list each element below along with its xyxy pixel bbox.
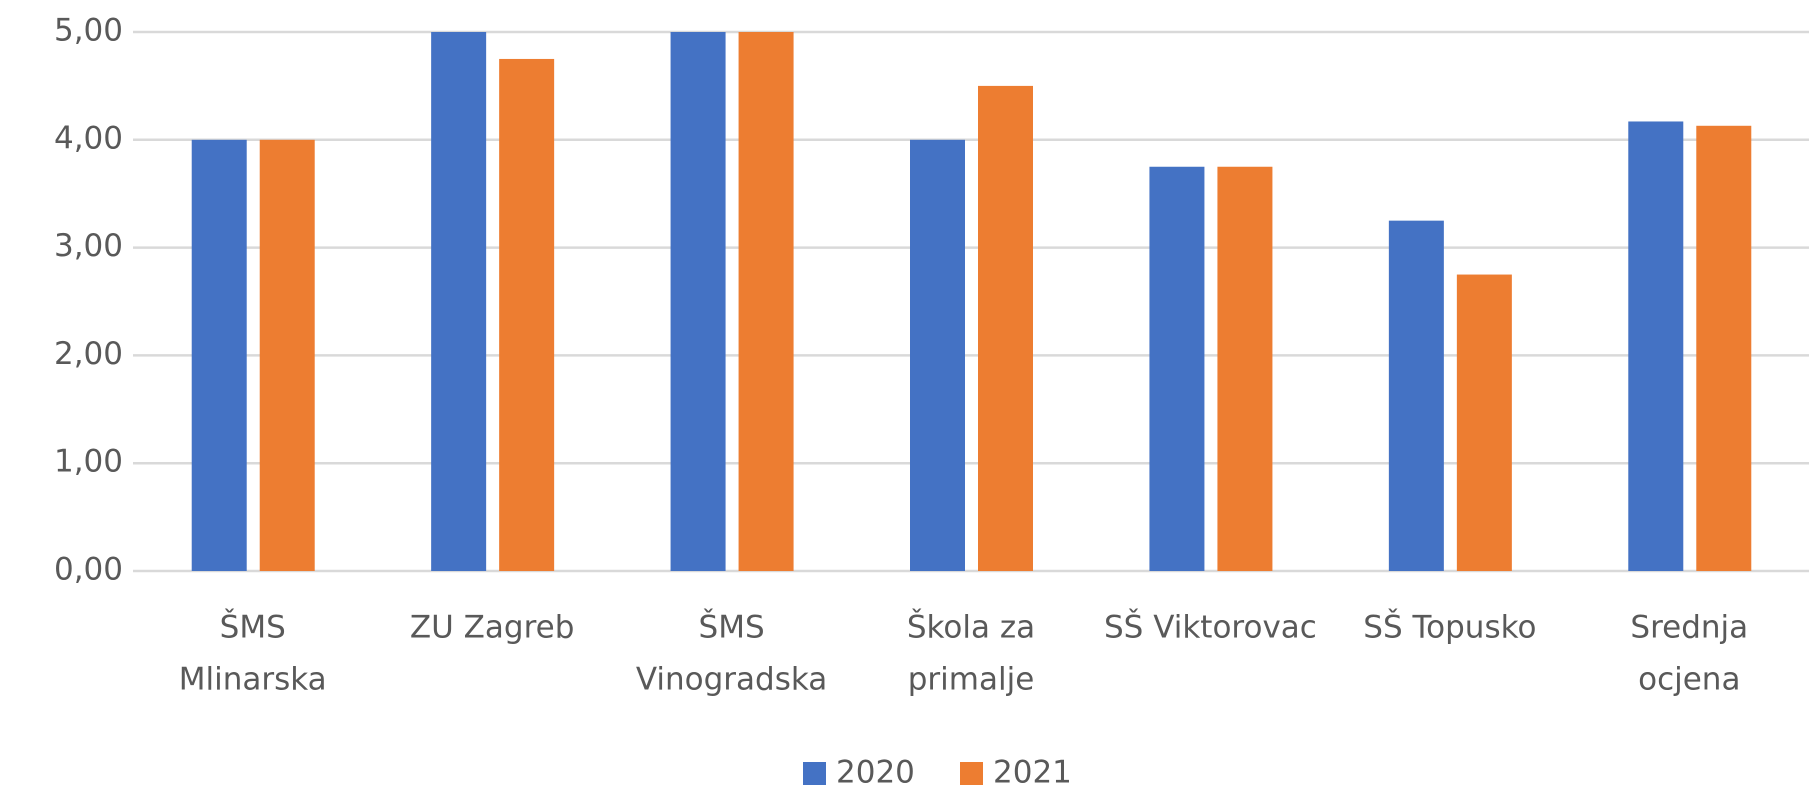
bar: [191, 139, 247, 572]
x-tick-label: ZU Zagreb: [410, 610, 575, 646]
x-tick-label: ocjena: [1638, 662, 1740, 698]
bar: [1217, 166, 1273, 571]
y-tick-label: 3,00: [54, 228, 123, 264]
bar: [259, 139, 315, 572]
bar: [670, 32, 726, 571]
bar: [1628, 121, 1684, 571]
x-tick-label: Škola za: [907, 609, 1035, 646]
bar: [738, 32, 794, 571]
legend-label: 2021: [993, 755, 1072, 790]
x-tick-label: SŠ Viktorovac: [1104, 609, 1317, 646]
x-tick-label: primalje: [908, 662, 1035, 698]
bar: [978, 85, 1033, 572]
bar: [1388, 220, 1444, 571]
x-tick-label: Vinogradska: [636, 662, 827, 698]
legend-label: 2020: [836, 755, 915, 790]
y-tick-label: 2,00: [54, 336, 123, 372]
legend-swatch: [960, 762, 983, 785]
legend-swatch: [803, 762, 826, 785]
bar: [1149, 166, 1205, 571]
x-tick-label: Mlinarska: [179, 662, 327, 698]
y-tick-label: 0,00: [54, 552, 123, 588]
bar: [499, 58, 555, 571]
bar: [910, 139, 965, 572]
x-tick-label: ŠMS: [220, 609, 286, 646]
y-tick-label: 4,00: [54, 120, 123, 156]
x-tick-label: SŠ Topusko: [1363, 609, 1536, 646]
x-tick-label: ŠMS: [699, 609, 765, 646]
bar: [431, 32, 487, 571]
x-tick-label: Srednja: [1630, 610, 1748, 646]
bar: [1696, 125, 1752, 571]
y-tick-label: 1,00: [54, 444, 123, 480]
y-tick-label: 5,00: [54, 13, 123, 49]
bar: [1456, 274, 1512, 571]
